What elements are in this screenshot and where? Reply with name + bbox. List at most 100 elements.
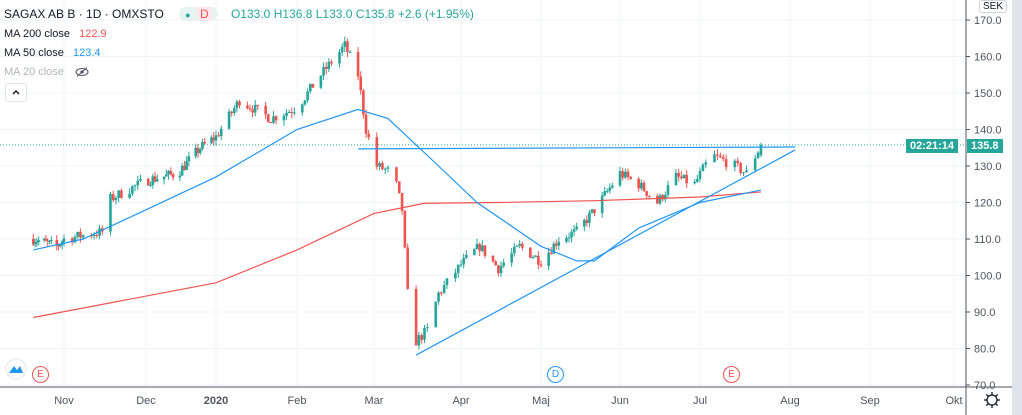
candle-body	[375, 137, 379, 167]
indicator-ma20[interactable]: MA 20 close	[4, 66, 89, 78]
candle-body	[235, 101, 239, 109]
candle-body	[42, 238, 46, 241]
candle-body	[57, 245, 60, 247]
candle-body	[232, 108, 236, 114]
candle-body	[324, 66, 328, 69]
gear-icon[interactable]	[983, 391, 1001, 409]
candle-body	[70, 238, 74, 243]
candle-body	[264, 105, 267, 115]
candle-body	[76, 231, 79, 237]
candle-body	[481, 245, 484, 251]
x-tick-label: Jun	[611, 395, 629, 407]
candle-body	[585, 219, 589, 223]
candle-body	[557, 241, 561, 246]
indicator-ma200[interactable]: MA 200 close 122.9	[4, 28, 107, 40]
candle-body	[583, 219, 586, 227]
earnings-marker[interactable]: E	[32, 366, 49, 383]
x-tick-label: Feb	[288, 395, 307, 407]
candle-body	[114, 197, 118, 201]
currency-label[interactable]: SEK	[979, 0, 1008, 13]
candle-body	[531, 257, 535, 259]
candle-body	[724, 159, 728, 168]
candle-body	[111, 194, 115, 201]
candle-body	[570, 231, 573, 238]
candle-body	[346, 41, 349, 53]
candle-body	[518, 243, 521, 246]
candle-body	[359, 76, 363, 91]
candle-body	[227, 111, 231, 129]
candle-body	[44, 238, 48, 241]
candle-body	[117, 190, 120, 198]
candle-body	[343, 41, 347, 47]
earnings-marker[interactable]: E	[723, 366, 740, 383]
candle-body	[230, 111, 233, 114]
candle-body	[645, 191, 648, 196]
candle-body	[698, 171, 702, 180]
candle-body	[256, 104, 260, 106]
candle-body	[465, 254, 468, 258]
x-tick-label: Mar	[365, 395, 384, 407]
candle-body	[603, 191, 607, 196]
candle-body	[608, 187, 612, 191]
x-tick-label: Nov	[54, 395, 74, 407]
candle-body	[547, 252, 550, 266]
candle-body	[274, 116, 278, 121]
interval-badge: D	[196, 7, 212, 21]
candle-body	[293, 112, 296, 114]
candle-body	[169, 171, 173, 175]
y-tick-label: 70.0	[974, 380, 995, 392]
candle-body	[330, 61, 333, 64]
change-value: +2.6 (+1.95%)	[397, 7, 474, 21]
candle-body	[742, 172, 745, 174]
candle-body	[139, 178, 142, 181]
candle-body	[167, 171, 170, 175]
candle-body	[565, 237, 568, 242]
candle-body	[554, 243, 558, 246]
candle-body	[473, 249, 476, 255]
candle-body	[171, 174, 175, 178]
indicator-ma50[interactable]: MA 50 close 123.4	[4, 47, 101, 59]
candle-body	[285, 112, 288, 116]
candle-body	[624, 171, 627, 178]
eye-hidden-icon[interactable]	[75, 67, 89, 77]
dividend-marker[interactable]: D	[547, 366, 564, 383]
tradingview-logo-icon[interactable]	[3, 358, 29, 380]
collapse-legend-button[interactable]	[5, 83, 27, 102]
candle-body	[539, 264, 543, 266]
candle-body	[319, 75, 323, 88]
x-tick-label: Sep	[860, 395, 880, 407]
candle-body	[109, 194, 112, 232]
candle-body	[417, 335, 421, 346]
candle-body	[378, 163, 381, 167]
candle-body	[50, 239, 53, 241]
candle-body	[153, 176, 157, 182]
x-tick-label: Okt	[945, 395, 962, 407]
candle-body	[201, 141, 204, 149]
candle-body	[397, 181, 401, 194]
y-tick-label: 140.0	[974, 125, 1002, 137]
candle-body	[381, 163, 384, 170]
candle-body	[593, 209, 596, 214]
candle-body	[251, 109, 254, 113]
candle-body	[515, 245, 519, 247]
candle-body	[534, 255, 537, 258]
chevron-up-icon	[12, 90, 20, 95]
candle-body	[133, 185, 137, 187]
indicator-label: MA 50 close	[4, 47, 64, 59]
candle-body	[198, 148, 202, 154]
symbol-title[interactable]: SAGAX AB B · 1D · OMXSTO	[4, 7, 164, 21]
candle-body	[510, 253, 513, 263]
candle-body	[588, 212, 591, 223]
candle-body	[605, 190, 609, 192]
candle-body	[696, 179, 699, 182]
candle-body	[55, 239, 59, 246]
candle-body	[301, 104, 304, 113]
candle-body	[81, 235, 85, 238]
trend-line	[358, 146, 796, 150]
candle-body	[483, 245, 487, 256]
y-tick-label: 160.0	[974, 52, 1002, 64]
candle-body	[178, 175, 182, 178]
candle-body	[719, 155, 722, 158]
